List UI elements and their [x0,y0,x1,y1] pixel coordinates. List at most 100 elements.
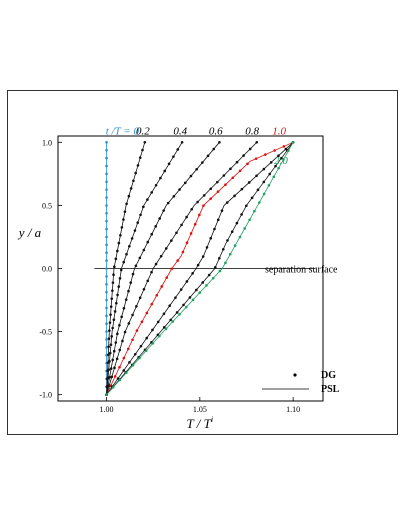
data-point [105,346,108,349]
annotations: separation surface [94,265,338,276]
data-point [191,272,194,275]
data-point [108,360,111,363]
data-point [201,255,205,258]
data-point [154,262,158,266]
data-point [154,183,158,187]
data-point [164,327,168,331]
data-point [105,306,108,310]
data-point [206,154,210,158]
data-point [184,305,188,309]
data-point [105,298,108,302]
data-point [250,196,254,200]
data-point [282,158,285,161]
time-label: 1.0 [272,126,286,138]
data-point [116,332,119,336]
data-point [118,365,121,369]
data-point [111,289,114,292]
data-point [135,329,139,332]
data-point [264,153,267,156]
data-point [105,243,108,247]
data-point [145,336,149,340]
time-label: 0.6 [209,126,223,138]
data-point [248,147,252,151]
data-point [233,194,236,198]
legend-label-dg: DG [321,370,336,381]
data-point [207,273,211,277]
y-tick-label: 0.5 [42,201,52,210]
data-point [128,361,131,364]
data-point [277,154,280,157]
data-point [176,148,180,151]
data-point [136,221,140,224]
data-point [205,284,208,287]
data-point [178,313,181,316]
data-point [141,148,144,152]
data-point [196,263,200,267]
series-line [106,142,146,395]
data-point [220,209,224,212]
legend: DG PSL [262,370,340,395]
data-point [133,352,137,356]
data-point [151,328,154,332]
data-point [213,227,216,231]
data-point [198,213,201,217]
data-point [129,281,133,284]
data-point [150,270,153,274]
data-point [118,277,122,280]
data-point [109,313,112,316]
separation-surface-label: separation surface [265,265,338,276]
data-point [107,353,110,356]
data-point [138,156,142,159]
chart-frame: 1.00 1.05 1.10 -1.0 -0.5 0.0 0.5 1.0 T / Ti y / a… [7,90,398,435]
time-label: 0.4 [173,126,187,138]
data-point [178,188,181,191]
data-point [273,149,276,152]
data-point [155,293,159,297]
data-point [274,164,277,168]
data-point [238,169,242,173]
data-point [138,356,141,360]
data-point [131,272,135,276]
data-point [209,187,213,191]
data-point [126,347,130,351]
data-point [105,259,108,262]
data-point [105,275,108,278]
data-point [134,171,137,175]
data-point [129,187,133,190]
data-point [181,250,185,254]
data-point [122,218,125,221]
y-tick-label: -0.5 [39,328,52,337]
x-tick-label: 1.10 [286,405,300,414]
legend-marker-dot [293,373,297,377]
data-point [174,296,177,299]
data-point [105,322,108,326]
data-point [235,221,239,225]
data-point [123,330,127,334]
data-point [201,281,205,284]
data-point [162,326,166,329]
data-point [107,337,111,340]
data-point [111,358,114,362]
x-tick-label: 1.05 [193,405,207,414]
data-point [218,269,222,273]
data-point [175,311,179,314]
data-point [228,252,232,256]
data-point [122,306,126,310]
time-label: t /T = 0 [106,126,140,138]
data-point [262,192,266,196]
data-point [114,341,118,344]
data-point [195,168,198,171]
data-point [216,190,220,193]
data-point [131,313,134,317]
data-point [107,368,111,371]
data-point [229,167,232,171]
data-point [135,305,138,308]
data-point [221,247,225,251]
data-point [280,156,283,160]
data-point [170,267,173,271]
data-point [105,141,108,144]
data-point [226,239,229,242]
data-point [245,204,248,208]
data-point [117,285,121,288]
data-point [212,147,216,151]
